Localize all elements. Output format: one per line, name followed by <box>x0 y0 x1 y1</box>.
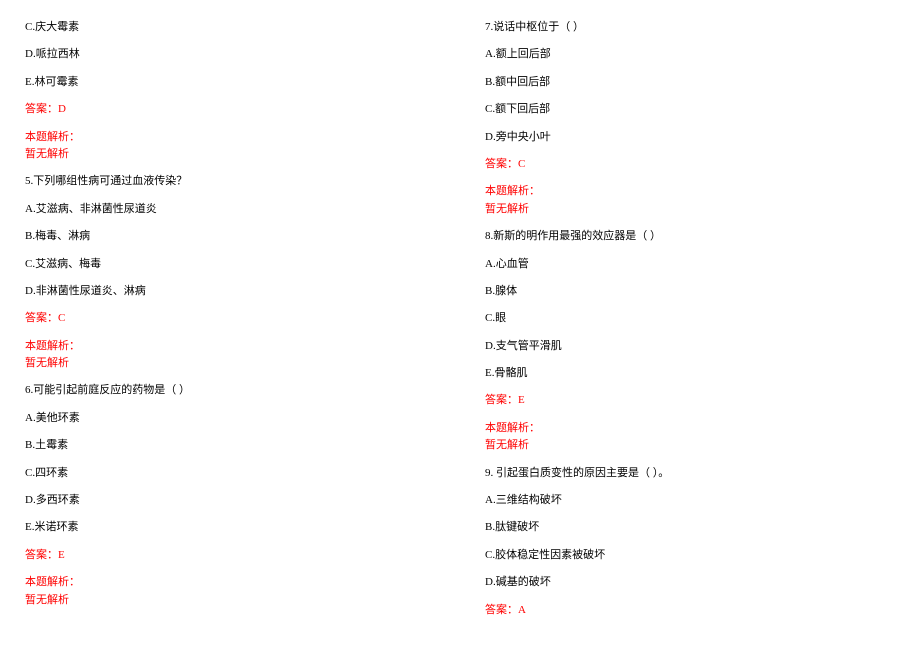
q5-option-b: B.梅毒、淋病 <box>25 229 440 244</box>
q5-stem: 5.下列哪组性病可通过血液传染？ <box>25 174 440 189</box>
q8-option-d: D.支气管平滑肌 <box>485 339 900 354</box>
q5-option-c: C.艾滋病、梅毒 <box>25 257 440 272</box>
q7-analysis-head: 本题解析： <box>485 184 900 199</box>
q7-stem: 7.说话中枢位于（ ） <box>485 20 900 35</box>
q4-option-c: C.庆大霉素 <box>25 20 440 35</box>
q9-option-b: B.肽键破坏 <box>485 520 900 535</box>
q9-stem: 9. 引起蛋白质变性的原因主要是（ ）。 <box>485 466 900 481</box>
q6-answer: 答案：E <box>25 548 440 563</box>
q8-option-a: A.心血管 <box>485 257 900 272</box>
q5-option-a: A.艾滋病、非淋菌性尿道炎 <box>25 202 440 217</box>
left-column: C.庆大霉素 D.哌拉西林 E.林可霉素 答案：D 本题解析： 暂无解析 5.下… <box>0 0 460 651</box>
q7-option-b: B.额中回后部 <box>485 75 900 90</box>
q8-option-b: B.腺体 <box>485 284 900 299</box>
exam-page: C.庆大霉素 D.哌拉西林 E.林可霉素 答案：D 本题解析： 暂无解析 5.下… <box>0 0 920 651</box>
q5-analysis-head: 本题解析： <box>25 339 440 354</box>
q6-analysis-head: 本题解析： <box>25 575 440 590</box>
q8-analysis-body: 暂无解析 <box>485 438 900 453</box>
q9-answer: 答案：A <box>485 603 900 618</box>
q7-option-a: A.额上回后部 <box>485 47 900 62</box>
q7-analysis-body: 暂无解析 <box>485 202 900 217</box>
q9-option-d: D.碱基的破坏 <box>485 575 900 590</box>
right-column: 7.说话中枢位于（ ） A.额上回后部 B.额中回后部 C.额下回后部 D.旁中… <box>460 0 920 651</box>
q9-option-a: A.三维结构破坏 <box>485 493 900 508</box>
q7-answer: 答案：C <box>485 157 900 172</box>
q9-option-c: C.胶体稳定性因素被破坏 <box>485 548 900 563</box>
q8-option-e: E.骨骼肌 <box>485 366 900 381</box>
q6-option-b: B.土霉素 <box>25 438 440 453</box>
q5-option-d: D.非淋菌性尿道炎、淋病 <box>25 284 440 299</box>
q5-analysis-body: 暂无解析 <box>25 356 440 371</box>
q4-answer: 答案：D <box>25 102 440 117</box>
q4-analysis-body: 暂无解析 <box>25 147 440 162</box>
q8-analysis-head: 本题解析： <box>485 421 900 436</box>
q6-option-a: A.美他环素 <box>25 411 440 426</box>
q6-option-e: E.米诺环素 <box>25 520 440 535</box>
q6-stem: 6.可能引起前庭反应的药物是（ ） <box>25 383 440 398</box>
q7-option-d: D.旁中央小叶 <box>485 130 900 145</box>
q6-analysis-body: 暂无解析 <box>25 593 440 608</box>
q8-answer: 答案：E <box>485 393 900 408</box>
q8-stem: 8.新斯的明作用最强的效应器是（ ） <box>485 229 900 244</box>
q4-option-d: D.哌拉西林 <box>25 47 440 62</box>
q8-option-c: C.眼 <box>485 311 900 326</box>
q7-option-c: C.额下回后部 <box>485 102 900 117</box>
q5-answer: 答案：C <box>25 311 440 326</box>
q4-analysis-head: 本题解析： <box>25 130 440 145</box>
q6-option-c: C.四环素 <box>25 466 440 481</box>
q6-option-d: D.多西环素 <box>25 493 440 508</box>
q4-option-e: E.林可霉素 <box>25 75 440 90</box>
